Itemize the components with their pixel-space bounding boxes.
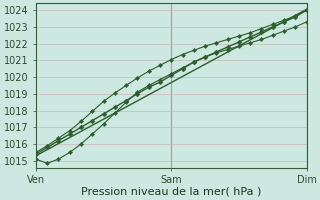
X-axis label: Pression niveau de la mer( hPa ): Pression niveau de la mer( hPa ) [81, 187, 261, 197]
